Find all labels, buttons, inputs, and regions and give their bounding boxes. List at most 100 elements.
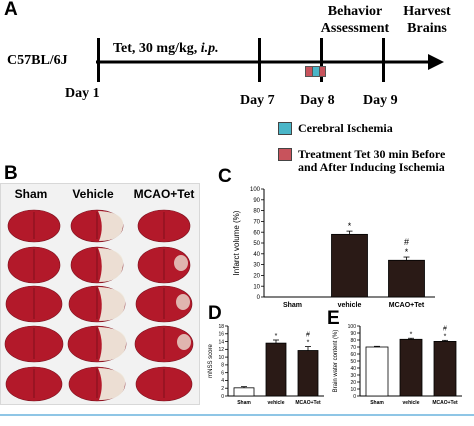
bar	[399, 338, 423, 397]
brain-slice	[68, 366, 126, 402]
legend-treatment-line2: and After Inducing Ischemia	[298, 160, 445, 174]
timeline-arrow	[96, 54, 444, 70]
tick-day7	[258, 38, 261, 82]
brain-slice	[7, 246, 61, 284]
y-tick-label: 40	[253, 252, 260, 258]
treatment-label: Tet, 30 mg/kg, i.p.	[113, 41, 219, 57]
y-tick-label: 40	[350, 366, 356, 372]
brain-slice	[70, 209, 124, 243]
y-tick-label: 70	[350, 345, 356, 351]
y-tick-label: 30	[350, 373, 356, 379]
day-label-7: Day 7	[240, 93, 275, 108]
y-tick-label: 6	[221, 370, 224, 376]
y-axis-label: mNSS score	[208, 344, 214, 378]
treatment-route: i.p.	[200, 41, 219, 56]
y-tick-label: 18	[218, 324, 224, 330]
y-tick-label: 0	[353, 394, 356, 400]
panel-b-label: B	[4, 163, 18, 184]
brain-slice	[135, 285, 193, 323]
panel-c-label: C	[218, 166, 232, 187]
legend-swatch-ischemia	[278, 122, 292, 135]
significance-mark: *	[307, 340, 310, 347]
category-label: Sham	[237, 400, 251, 406]
day-label-9: Day 9	[363, 93, 398, 108]
tick-day8	[320, 38, 323, 82]
y-tick-label: 16	[218, 332, 224, 338]
y-axis-label: Brain water content (%)	[333, 330, 339, 393]
category-label: Sham	[283, 302, 302, 309]
category-label: MCAO+Tet	[389, 302, 425, 309]
y-tick-label: 80	[253, 209, 260, 215]
y-tick-label: 8	[221, 363, 224, 369]
legend-text-ischemia: Cerebral Ischemia	[298, 121, 393, 135]
y-tick-label: 10	[253, 284, 260, 290]
brain-slice	[5, 366, 63, 402]
legend-text-treatment: Treatment Tet 30 min Before and After In…	[298, 148, 445, 174]
harvest-line2: Brains	[407, 21, 447, 36]
panel-e-label: E	[327, 308, 340, 329]
tick-day1	[97, 38, 100, 82]
treatment-prefix: Tet, 30 mg/kg,	[113, 41, 201, 56]
top-label-behavior: Behavior Assessment	[320, 3, 390, 37]
behavior-line2: Assessment	[320, 21, 390, 36]
brain-slice	[70, 246, 124, 284]
top-label-harvest: Harvest Brains	[392, 3, 462, 37]
y-tick-label: 30	[253, 263, 260, 269]
category-label: MCAO+Tet	[432, 400, 458, 406]
bar	[265, 342, 287, 397]
brain-slice	[4, 325, 64, 363]
y-tick-label: 60	[350, 352, 356, 358]
bar	[433, 340, 457, 397]
brain-slice	[134, 325, 194, 363]
chart-brain-water-content: Brain water content (%) 01020304050607080…	[333, 324, 462, 406]
y-tick-label: 50	[350, 359, 356, 365]
significance-mark: *	[348, 221, 352, 231]
y-tick-label: 14	[218, 339, 224, 345]
significance-mark: *	[410, 331, 413, 338]
category-label: MCAO+Tet	[295, 400, 321, 406]
y-tick-label: 10	[218, 355, 224, 361]
treatment-marker-2	[319, 66, 326, 77]
brain-slice	[5, 285, 63, 323]
panel-d-label: D	[208, 303, 222, 324]
y-tick-label: 60	[253, 230, 260, 236]
y-tick-label: 4	[221, 378, 224, 384]
bar	[388, 259, 425, 298]
y-tick-label: 12	[218, 347, 224, 353]
bottom-rule	[0, 414, 474, 416]
panel-a-label: A	[4, 0, 18, 20]
brain-slice	[7, 209, 61, 243]
strain-label: C57BL/6J	[7, 53, 68, 68]
category-label: vehicle	[338, 302, 362, 309]
harvest-line1: Harvest	[403, 4, 451, 19]
brain-slice	[68, 285, 126, 323]
bar	[331, 233, 368, 298]
y-tick-label: 2	[221, 386, 224, 392]
bar	[233, 387, 255, 397]
legend-treatment-line1: Treatment Tet 30 min Before	[298, 147, 446, 161]
significance-mark: *	[275, 333, 278, 340]
chart-mnss-score: mNSS score024681012141618Sham*vehicle#*M…	[208, 324, 324, 406]
y-tick-label: 100	[250, 187, 261, 193]
y-tick-label: 0	[221, 394, 224, 400]
y-tick-label: 80	[350, 338, 356, 344]
tick-day9	[382, 38, 385, 82]
y-tick-label: 0	[257, 295, 261, 301]
y-tick-label: 90	[253, 198, 260, 204]
y-tick-label: 20	[350, 380, 356, 386]
significance-mark: #	[306, 332, 310, 339]
day-label-8: Day 8	[300, 93, 335, 108]
brain-slices	[4, 209, 194, 402]
y-tick-label: 50	[253, 241, 260, 247]
bar	[365, 346, 389, 397]
significance-mark: *	[444, 333, 447, 340]
category-label: Sham	[370, 400, 384, 406]
brain-slice	[137, 246, 191, 284]
brain-slice	[67, 325, 127, 363]
behavior-line1: Behavior	[327, 4, 383, 19]
category-label: vehicle	[403, 400, 420, 406]
significance-mark: #	[443, 325, 447, 332]
y-tick-label: 90	[350, 331, 356, 337]
y-tick-label: 20	[253, 274, 260, 280]
col-header-vehicle: Vehicle	[72, 187, 114, 201]
